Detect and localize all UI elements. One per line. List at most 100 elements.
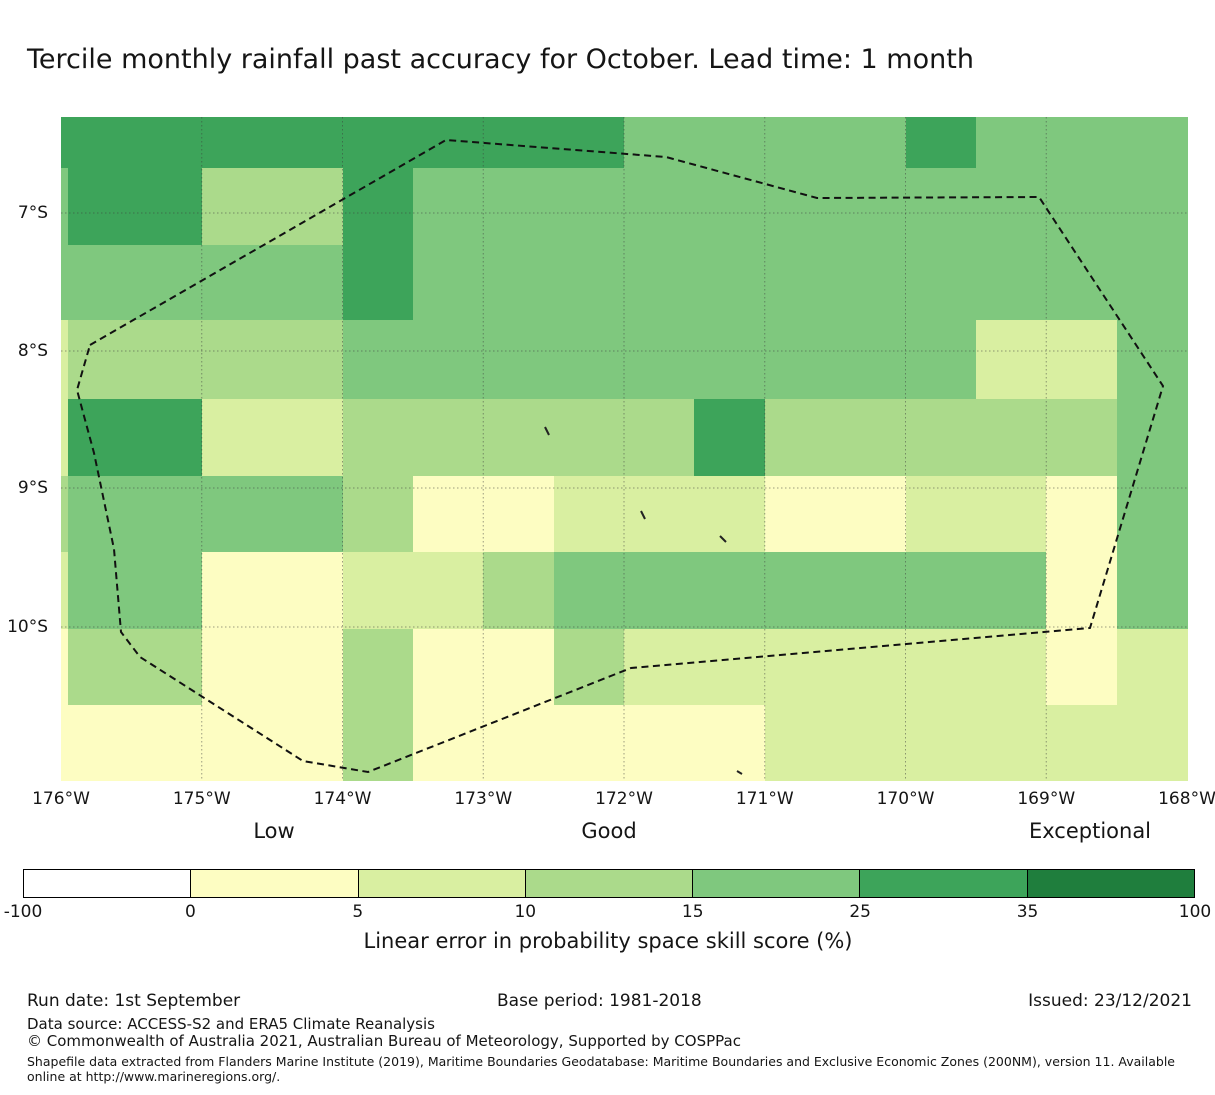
heatmap-cell bbox=[1116, 399, 1188, 476]
skill-map[interactable] bbox=[61, 117, 1188, 781]
heatmap-cell bbox=[905, 245, 977, 320]
heatmap-cell bbox=[975, 117, 1047, 168]
heatmap-cell bbox=[61, 552, 68, 629]
heatmap-cell bbox=[624, 399, 695, 476]
heatmap-cell bbox=[1116, 168, 1188, 245]
island-mark bbox=[736, 770, 743, 775]
y-tick-label: 8°S bbox=[17, 341, 48, 361]
heatmap-cell bbox=[201, 245, 273, 320]
heatmap-cell bbox=[342, 476, 414, 552]
heatmap-cell bbox=[1116, 476, 1188, 552]
heatmap-cell bbox=[131, 320, 203, 399]
colorbar-tick-label: 100 bbox=[1178, 902, 1212, 922]
heatmap-cell bbox=[61, 245, 68, 320]
heatmap-cell bbox=[272, 552, 344, 629]
x-tick-label: 175°W bbox=[172, 789, 231, 809]
heatmap-cell bbox=[131, 629, 203, 705]
x-tick-label: 168°W bbox=[1158, 789, 1215, 809]
heatmap-cell bbox=[412, 117, 484, 168]
heatmap-cell bbox=[342, 399, 414, 476]
heatmap-cell bbox=[131, 117, 203, 168]
heatmap-cell bbox=[905, 705, 977, 781]
island-mark bbox=[640, 510, 646, 520]
heatmap-cell bbox=[483, 629, 555, 705]
copyright-text: © Commonwealth of Australia 2021, Austra… bbox=[27, 1032, 741, 1050]
heatmap-cell bbox=[412, 552, 484, 629]
heatmap-cell bbox=[272, 399, 344, 476]
heatmap-cell bbox=[483, 245, 555, 320]
heatmap-cell bbox=[201, 476, 273, 552]
heatmap-cell bbox=[1046, 705, 1118, 781]
shapefile-note-text: Shapefile data extracted from Flanders M… bbox=[27, 1054, 1175, 1084]
colorbar-category-label: Low bbox=[253, 819, 295, 843]
heatmap-cell bbox=[131, 476, 203, 552]
heatmap-cell bbox=[764, 399, 836, 476]
heatmap-cell bbox=[201, 117, 273, 168]
heatmap-cell bbox=[624, 476, 695, 552]
heatmap-cell bbox=[835, 245, 907, 320]
heatmap-cell bbox=[835, 629, 907, 705]
heatmap-cell bbox=[905, 168, 977, 245]
heatmap-cell bbox=[412, 168, 484, 245]
x-tick-label: 174°W bbox=[313, 789, 372, 809]
heatmap-cell bbox=[975, 552, 1047, 629]
heatmap-cell bbox=[483, 552, 555, 629]
colorbar-tick-label: 5 bbox=[352, 902, 364, 922]
heatmap-cell bbox=[272, 629, 344, 705]
heatmap-cell bbox=[553, 117, 625, 168]
heatmap-cell bbox=[764, 476, 836, 552]
heatmap-cell bbox=[272, 320, 344, 399]
heatmap-cell bbox=[412, 476, 484, 552]
colorbar-category-label: Good bbox=[581, 819, 637, 843]
heatmap-cell bbox=[764, 117, 836, 168]
x-tick-label: 173°W bbox=[454, 789, 513, 809]
colorbar-segment bbox=[357, 870, 525, 897]
heatmap-cell bbox=[1046, 399, 1118, 476]
heatmap-cell bbox=[975, 320, 1047, 399]
heatmap-cell bbox=[624, 705, 695, 781]
heatmap-cell bbox=[61, 476, 68, 552]
heatmap-cell bbox=[975, 705, 1047, 781]
gridlines bbox=[61, 117, 1187, 781]
heatmap-cell bbox=[694, 705, 766, 781]
heatmap-cell bbox=[835, 705, 907, 781]
heatmap-cell bbox=[905, 117, 977, 168]
heatmap-cell bbox=[975, 629, 1047, 705]
heatmap-cell bbox=[764, 552, 836, 629]
heatmap-cell bbox=[835, 168, 907, 245]
heatmap-cell bbox=[975, 476, 1047, 552]
colorbar-segment bbox=[190, 870, 358, 897]
heatmap-cell bbox=[272, 705, 344, 781]
colorbar-tick-label: 0 bbox=[185, 902, 196, 922]
heatmap-cell bbox=[553, 168, 625, 245]
island-marks bbox=[544, 426, 743, 775]
island-mark bbox=[544, 426, 550, 436]
heatmap-cell bbox=[272, 245, 344, 320]
heatmap-cell bbox=[905, 320, 977, 399]
heatmap-cell bbox=[412, 245, 484, 320]
heatmap-cell bbox=[694, 629, 766, 705]
heatmap-cell bbox=[342, 552, 414, 629]
colorbar-category-label: Exceptional bbox=[1028, 819, 1152, 843]
heatmap-cell bbox=[624, 245, 695, 320]
colorbar[interactable] bbox=[23, 869, 1195, 898]
heatmap-cell bbox=[412, 705, 484, 781]
heatmap-cell bbox=[61, 552, 132, 629]
heatmap-cell bbox=[835, 117, 907, 168]
heatmap-cell bbox=[835, 476, 907, 552]
island-mark bbox=[719, 535, 727, 543]
heatmap-cell bbox=[201, 552, 273, 629]
heatmap-cell bbox=[764, 705, 836, 781]
heatmap-cell bbox=[342, 168, 414, 245]
heatmap-cell bbox=[1046, 245, 1118, 320]
heatmap-cell bbox=[764, 245, 836, 320]
heatmap-cell bbox=[201, 399, 273, 476]
heatmap-cell bbox=[131, 245, 203, 320]
heatmap-cell bbox=[1046, 320, 1118, 399]
data-source-text: Data source: ACCESS-S2 and ERA5 Climate … bbox=[27, 1015, 435, 1033]
heatmap-cell bbox=[694, 117, 766, 168]
colorbar-tick-label: 15 bbox=[681, 902, 704, 922]
heatmap-cell bbox=[61, 399, 68, 476]
y-tick-label: 10°S bbox=[7, 617, 48, 637]
colorbar-tick-label: 10 bbox=[514, 902, 537, 922]
